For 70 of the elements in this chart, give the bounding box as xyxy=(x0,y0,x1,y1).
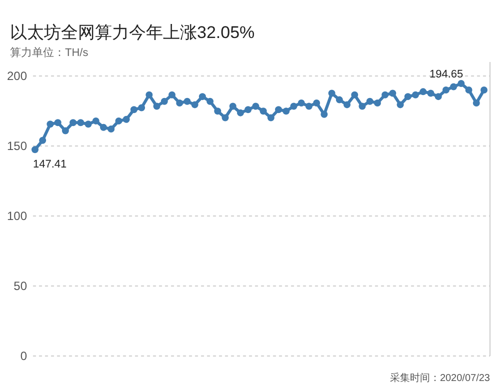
point xyxy=(32,146,38,154)
point xyxy=(267,114,274,122)
point xyxy=(214,108,222,115)
point xyxy=(138,104,146,112)
point xyxy=(313,100,320,107)
point xyxy=(176,100,184,107)
point xyxy=(480,86,488,94)
chart-title: 以太坊全网算力今年上涨32.05% xyxy=(10,23,255,42)
point xyxy=(344,101,351,108)
point xyxy=(160,98,168,105)
point xyxy=(77,119,84,126)
point xyxy=(108,126,115,133)
point xyxy=(130,106,138,114)
point xyxy=(100,124,107,131)
point xyxy=(382,91,389,98)
point xyxy=(358,102,366,110)
y-tick-label: 100 xyxy=(6,209,28,223)
point xyxy=(442,86,450,94)
point xyxy=(46,120,54,128)
point xyxy=(450,83,458,90)
point xyxy=(206,98,214,105)
point xyxy=(168,91,176,98)
y-tick-label: 200 xyxy=(6,69,28,83)
point xyxy=(412,91,420,98)
point xyxy=(434,93,442,100)
point xyxy=(472,100,480,107)
point xyxy=(389,90,396,97)
text: 采集时间：2020/07/23 xyxy=(390,372,490,384)
point xyxy=(465,86,472,94)
y-tick-label: 150 xyxy=(6,139,28,153)
point xyxy=(62,127,69,134)
point xyxy=(336,96,343,104)
point xyxy=(396,101,404,108)
data-label: 194.65 xyxy=(430,68,464,80)
point xyxy=(84,120,92,128)
point xyxy=(275,106,282,114)
point xyxy=(260,108,267,115)
point xyxy=(146,91,153,98)
point xyxy=(54,119,62,126)
y-tick-label: 0 xyxy=(20,349,28,363)
point xyxy=(420,88,427,96)
point xyxy=(198,93,206,100)
point xyxy=(458,80,465,87)
point xyxy=(244,106,252,114)
point xyxy=(92,117,100,124)
point xyxy=(320,110,328,118)
point xyxy=(427,90,434,97)
point xyxy=(115,117,122,124)
point xyxy=(404,93,412,100)
point xyxy=(328,90,336,97)
point xyxy=(184,98,191,105)
point xyxy=(236,109,244,116)
point xyxy=(298,100,305,107)
point xyxy=(282,108,290,115)
point xyxy=(191,101,198,108)
point xyxy=(222,114,229,122)
point xyxy=(252,102,260,110)
point xyxy=(305,102,312,110)
y-tick-label: 50 xyxy=(14,279,28,293)
point xyxy=(374,100,381,107)
point xyxy=(229,102,236,110)
point xyxy=(70,119,77,126)
point xyxy=(290,102,298,110)
point xyxy=(366,98,374,105)
point xyxy=(39,136,46,144)
data-label: 147.41 xyxy=(33,158,67,171)
chart-subtitle: 算力单位：TH/s xyxy=(10,46,89,59)
point xyxy=(351,91,358,98)
point xyxy=(122,116,130,123)
point xyxy=(153,102,160,110)
